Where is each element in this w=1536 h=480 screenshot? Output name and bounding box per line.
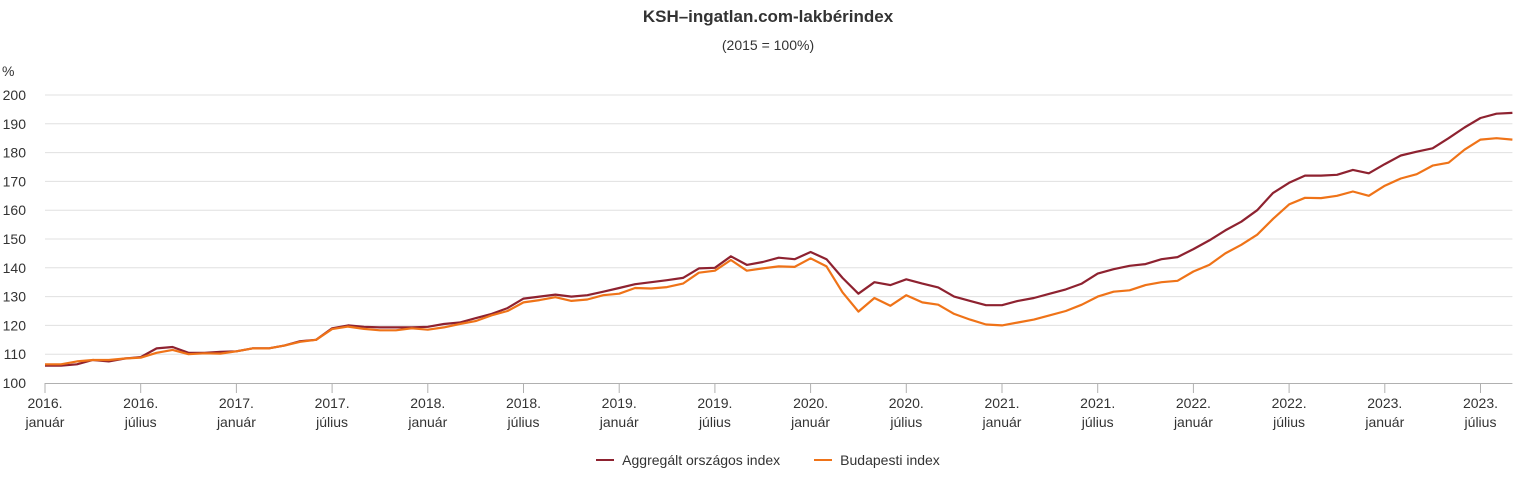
x-tick-label-year: 2021. (984, 395, 1019, 411)
x-tick-label-month: január (25, 414, 65, 430)
x-tick-label-month: július (124, 414, 157, 430)
x-tick-label-month: július (507, 414, 540, 430)
chart-subtitle: (2015 = 100%) (721, 37, 815, 53)
x-tick-label-year: 2023. (1463, 395, 1498, 411)
x-tick-label-month: július (1464, 414, 1497, 430)
legend-label: Budapesti index (840, 452, 940, 468)
y-tick-label: 180 (3, 145, 27, 161)
series-line-1[interactable] (45, 137, 1513, 366)
y-tick-label: 200 (3, 87, 27, 103)
y-tick-label: 160 (3, 202, 27, 218)
y-tick-label: 100 (3, 375, 27, 391)
x-tick-label-year: 2022. (1272, 395, 1307, 411)
x-tick-label-month: július (698, 414, 731, 430)
x-tick-label-year: 2017. (315, 395, 350, 411)
y-tick-label: 170 (3, 173, 27, 189)
x-tick-label-year: 2017. (219, 395, 254, 411)
y-tick-label: 150 (3, 231, 27, 247)
x-tick-label-month: július (1081, 414, 1114, 430)
x-tick-label-month: január (1173, 414, 1213, 430)
legend-label: Aggregált országos index (622, 452, 781, 468)
x-tick-label-year: 2020. (889, 395, 924, 411)
x-tick-label-month: január (790, 414, 830, 430)
x-tick-label-year: 2018. (506, 395, 541, 411)
x-tick-label-month: január (1364, 414, 1404, 430)
x-tick-label-year: 2021. (1080, 395, 1115, 411)
legend-swatch (814, 459, 833, 461)
legend-item-0[interactable]: Aggregált országos index (596, 452, 780, 468)
x-tick-label-year: 2019. (602, 395, 637, 411)
legend-swatch (596, 459, 615, 461)
x-tick-label-month: január (599, 414, 639, 430)
x-tick-label-month: július (315, 414, 348, 430)
legend: Aggregált országos index Budapesti index (0, 452, 1536, 468)
x-tick-label-year: 2016. (27, 395, 62, 411)
x-tick-label-month: január (216, 414, 256, 430)
chart-title: KSH–ingatlan.com-lakbérindex (642, 7, 894, 26)
x-tick-label-year: 2019. (697, 395, 732, 411)
y-tick-label: 130 (3, 289, 27, 305)
y-tick-label: 120 (3, 317, 27, 333)
x-tick-label-year: 2020. (793, 395, 828, 411)
x-tick-label-month: január (982, 414, 1022, 430)
x-tick-label-month: július (1272, 414, 1305, 430)
y-axis-unit: % (2, 63, 14, 79)
y-tick-label: 110 (4, 346, 27, 362)
y-tick-label: 190 (3, 116, 27, 132)
x-tick-label-month: január (407, 414, 447, 430)
legend-item-1[interactable]: Budapesti index (814, 452, 940, 468)
x-tick-label-year: 2016. (123, 395, 158, 411)
x-tick-label-year: 2018. (410, 395, 445, 411)
x-tick-label-month: július (889, 414, 922, 430)
x-tick-label-year: 2023. (1367, 395, 1402, 411)
y-tick-label: 140 (3, 260, 27, 276)
x-tick-label-year: 2022. (1176, 395, 1211, 411)
